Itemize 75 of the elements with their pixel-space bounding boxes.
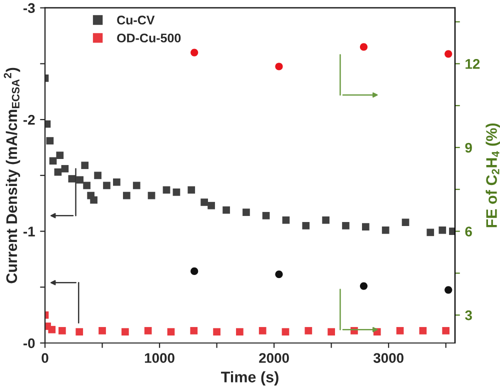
point [98, 327, 106, 334]
point [132, 182, 140, 190]
y-tick-label: -0 [23, 338, 35, 348]
point [282, 328, 290, 336]
y2-tick-label: 3 [465, 310, 472, 320]
point [167, 328, 175, 336]
point [396, 327, 404, 334]
point [61, 165, 69, 172]
point [122, 192, 130, 200]
point [56, 152, 64, 159]
point [275, 62, 283, 70]
point [144, 327, 152, 334]
point [48, 326, 56, 334]
x-axis-title: Time (s) [221, 371, 278, 386]
x-tick-label: 3000 [373, 353, 404, 363]
point [76, 176, 84, 184]
x-tick-label: 0 [42, 353, 48, 363]
point [49, 157, 57, 165]
point [121, 328, 129, 336]
point [54, 168, 62, 176]
point [188, 186, 196, 194]
point [190, 327, 198, 334]
point [282, 216, 290, 224]
point [360, 282, 368, 290]
point [382, 226, 390, 234]
y2-axis-title: FE of C$_{2}$H$_{4}$ (%) [486, 123, 500, 228]
point [275, 270, 283, 278]
point [242, 208, 250, 216]
point [162, 186, 170, 194]
point [190, 48, 198, 56]
y-tick-label: -1 [23, 226, 35, 236]
point [402, 218, 410, 226]
point [83, 182, 90, 190]
point [419, 327, 427, 334]
point [444, 286, 452, 294]
y2-tick-label: 12 [466, 59, 480, 69]
point [236, 328, 244, 336]
point [68, 175, 76, 182]
point [342, 222, 350, 230]
x-tick-label: 2000 [259, 353, 289, 363]
point [222, 206, 230, 214]
point [304, 327, 312, 334]
point [208, 202, 215, 210]
point [213, 328, 220, 336]
legend-label: Cu-CV [117, 16, 155, 25]
point [76, 328, 84, 336]
point [90, 196, 98, 204]
point [58, 327, 66, 334]
y-tick-label: -3 [23, 3, 35, 14]
point [444, 50, 452, 58]
point [258, 327, 266, 334]
point [262, 212, 270, 220]
point [94, 172, 102, 180]
point [328, 328, 335, 336]
legend-label: OD-Cu-500 [117, 34, 181, 42]
y2-tick-label: 6 [465, 226, 472, 236]
point [360, 43, 368, 51]
point [362, 223, 370, 230]
y2-tick-label: 9 [465, 142, 472, 153]
x-tick-label: 1000 [144, 353, 174, 363]
point [200, 198, 208, 206]
point [172, 188, 180, 196]
y-axis-title: Current Density (mA/cm$_{ECSA}$$^{2}$) [4, 68, 20, 284]
point [438, 226, 446, 234]
point [442, 327, 450, 334]
point [322, 216, 330, 224]
point [113, 178, 120, 186]
point [426, 228, 434, 236]
point [81, 162, 89, 170]
point [148, 192, 156, 200]
point [302, 222, 310, 230]
point [46, 137, 54, 144]
point [190, 267, 198, 276]
y-tick-label: -2 [23, 114, 35, 125]
point [103, 182, 110, 190]
